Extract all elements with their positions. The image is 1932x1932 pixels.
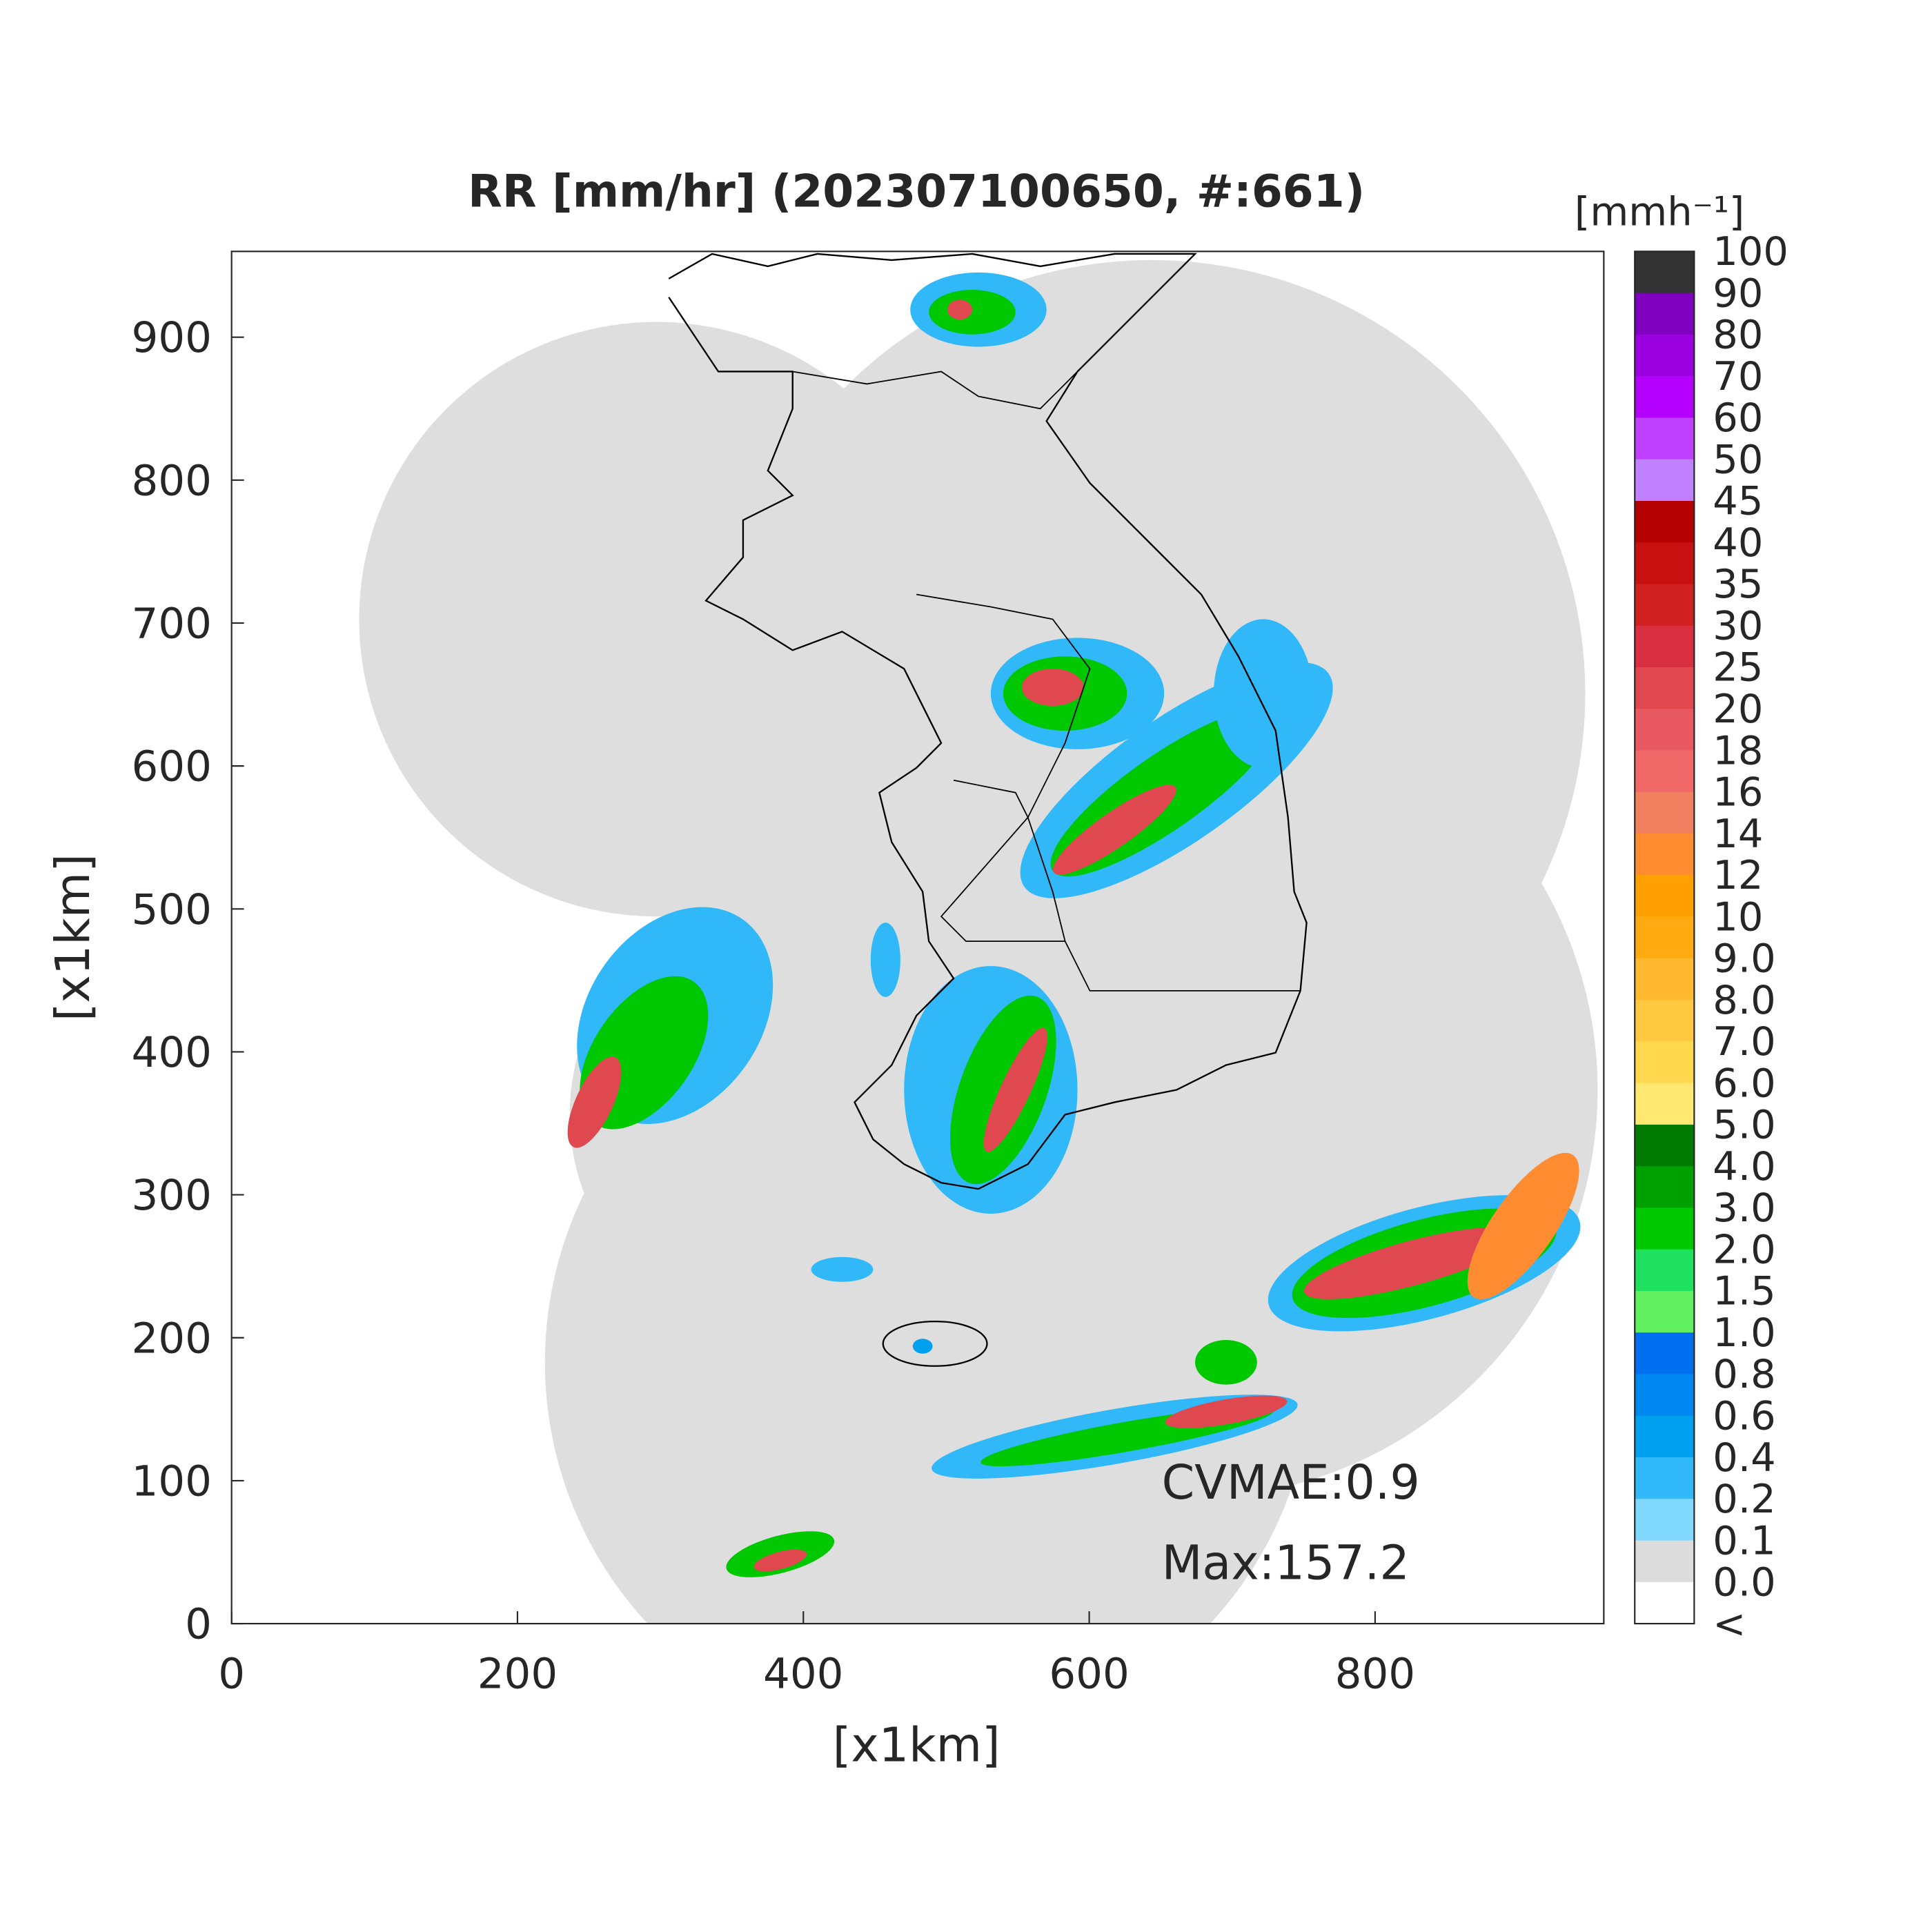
- colorbar-label: 2.0: [1713, 1226, 1775, 1272]
- colorbar-segment: [1635, 1208, 1695, 1250]
- province-borders: [792, 371, 1078, 410]
- colorbar-label: 10: [1713, 894, 1763, 940]
- colorbar-segment: [1635, 875, 1695, 918]
- colorbar-label: 35: [1713, 561, 1763, 607]
- annotation: CVMAE:0.9: [1162, 1456, 1420, 1510]
- colorbar-segment: [1635, 1332, 1695, 1375]
- x-tick-label: 0: [218, 1649, 245, 1698]
- colorbar-segment: [1635, 1415, 1695, 1458]
- colorbar-label: 80: [1713, 312, 1763, 358]
- colorbar-frame: [1634, 250, 1695, 1625]
- province-borders: [940, 779, 1065, 942]
- colorbar-segment: [1635, 1457, 1695, 1500]
- colorbar-segment: [1635, 1083, 1695, 1125]
- y-tick-label: 200: [131, 1314, 211, 1363]
- colorbar-segment: [1635, 1041, 1695, 1084]
- x-tick-label: 600: [1049, 1649, 1129, 1698]
- y-tick-label: 600: [131, 742, 211, 791]
- colorbar-label: 45: [1713, 478, 1763, 524]
- colorbar-segment: [1635, 542, 1695, 585]
- colorbar-segment: [1635, 834, 1695, 876]
- colorbar-segment: [1635, 1581, 1695, 1624]
- colorbar-label: 30: [1713, 602, 1763, 649]
- radar-map: [359, 253, 1598, 1624]
- colorbar-segment: [1635, 417, 1695, 460]
- colorbar-label: 1.0: [1713, 1310, 1775, 1356]
- y-tick-label: 100: [131, 1457, 211, 1506]
- plot-frame: [230, 250, 1605, 1625]
- colorbar-label: 0.1: [1713, 1517, 1775, 1564]
- jeju-island: [882, 1320, 988, 1367]
- colorbar-segment: [1635, 251, 1695, 294]
- colorbar-label: 8.0: [1713, 977, 1775, 1023]
- colorbar-label: 50: [1713, 436, 1763, 482]
- colorbar-label: 0.0: [1713, 1559, 1775, 1606]
- colorbar-label: 100: [1713, 228, 1788, 275]
- colorbar-label: 40: [1713, 520, 1763, 566]
- colorbar-label: 9.0: [1713, 936, 1775, 982]
- colorbar-segment: [1635, 500, 1695, 544]
- colorbar-segment: [1635, 625, 1695, 668]
- colorbar-label: 0.6: [1713, 1392, 1775, 1439]
- y-tick-label: 300: [131, 1171, 211, 1220]
- colorbar-label: 14: [1713, 811, 1763, 857]
- y-tick-label: 0: [185, 1600, 212, 1649]
- colorbar-label: 90: [1713, 270, 1763, 316]
- colorbar-label: 16: [1713, 769, 1763, 816]
- colorbar-segment: [1635, 1499, 1695, 1541]
- colorbar-label: 0.2: [1713, 1476, 1775, 1522]
- colorbar-label: 70: [1713, 353, 1763, 400]
- colorbar-segment: [1635, 1166, 1695, 1209]
- colorbar-segment: [1635, 1290, 1695, 1334]
- colorbar-segment: [1635, 376, 1695, 419]
- y-tick-label: 700: [131, 600, 211, 649]
- y-tick-label: 500: [131, 885, 211, 934]
- y-tick-label: 900: [131, 313, 211, 362]
- colorbar-segment: [1635, 293, 1695, 335]
- colorbar-label: 4.0: [1713, 1143, 1775, 1190]
- colorbar-segment: [1635, 1124, 1695, 1167]
- x-tick-label: 400: [763, 1649, 843, 1698]
- colorbar-label: 60: [1713, 395, 1763, 441]
- colorbar-label: 12: [1713, 852, 1763, 898]
- y-tick-label: 800: [131, 456, 211, 505]
- chart-title: RR [mm/hr] (202307100650, #:661): [468, 166, 1365, 218]
- precipitation: [567, 272, 1581, 1577]
- colorbar-segment: [1635, 334, 1695, 377]
- colorbar-label: 5.0: [1713, 1102, 1775, 1148]
- colorbar-segment: [1635, 916, 1695, 959]
- y-tick-label: 400: [131, 1028, 211, 1077]
- colorbar-label: 3.0: [1713, 1185, 1775, 1231]
- colorbar-label: 18: [1713, 727, 1763, 773]
- colorbar-label: 0.4: [1713, 1435, 1775, 1481]
- colorbar-label: 25: [1713, 644, 1763, 691]
- colorbar-label: 20: [1713, 686, 1763, 732]
- colorbar-segment: [1635, 1000, 1695, 1043]
- annotation: Max:157.2: [1162, 1536, 1410, 1590]
- colorbar-segment: [1635, 1374, 1695, 1417]
- colorbar-label: 7.0: [1713, 1018, 1775, 1065]
- colorbar-title: [mmh⁻¹]: [1575, 189, 1744, 235]
- colorbar-segment: [1635, 1249, 1695, 1292]
- x-tick-label: 800: [1335, 1649, 1415, 1698]
- colorbar-label: <: [1713, 1601, 1746, 1647]
- colorbar-segment: [1635, 958, 1695, 1001]
- colorbar-label: 6.0: [1713, 1060, 1775, 1106]
- colorbar-label: 1.5: [1713, 1268, 1775, 1314]
- colorbar-segment: [1635, 709, 1695, 751]
- colorbar-segment: [1635, 667, 1695, 710]
- x-axis-label: [x1km]: [833, 1718, 1000, 1773]
- colorbar-label: 0.8: [1713, 1351, 1775, 1397]
- y-axis-label: [x1km]: [46, 854, 101, 1021]
- coastline: [668, 253, 1308, 1190]
- colorbar-segment: [1635, 1540, 1695, 1583]
- colorbar-segment: [1635, 459, 1695, 502]
- x-tick-label: 200: [477, 1649, 558, 1698]
- colorbar-segment: [1635, 791, 1695, 834]
- colorbar-segment: [1635, 584, 1695, 627]
- colorbar-segment: [1635, 750, 1695, 793]
